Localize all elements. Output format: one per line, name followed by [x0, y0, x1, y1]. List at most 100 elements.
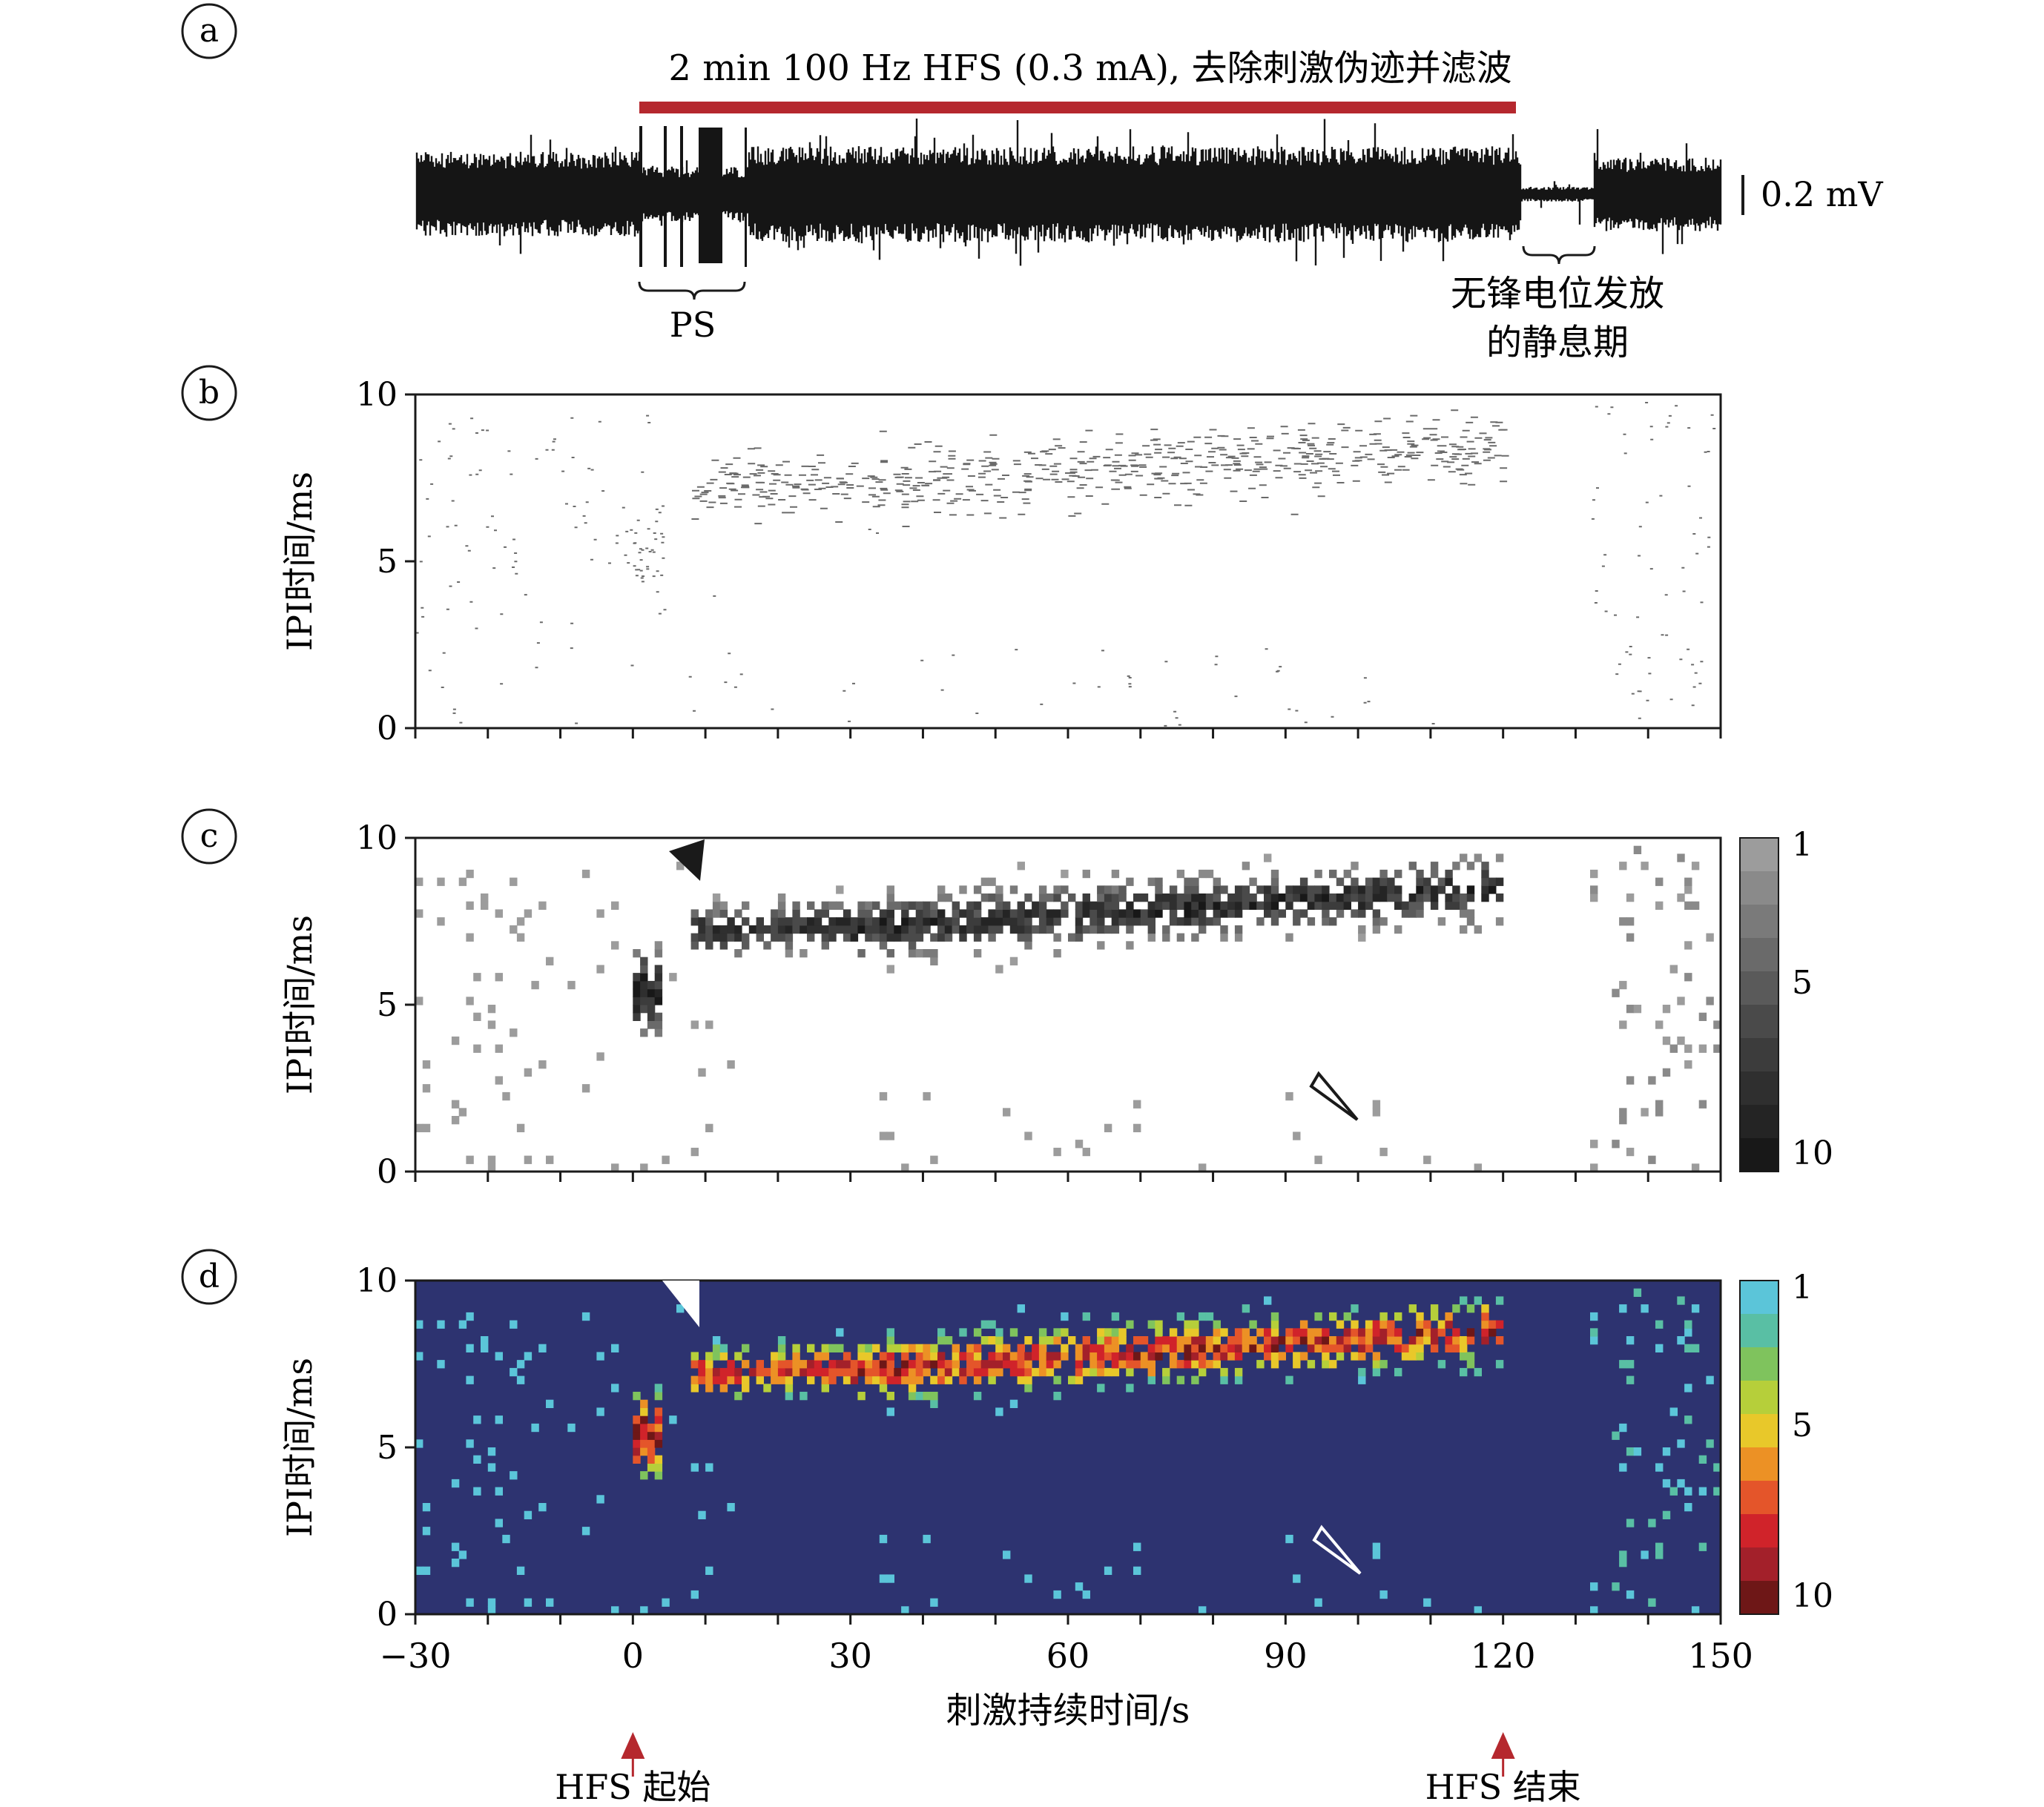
heatmap-cell [1155, 1320, 1163, 1329]
heatmap-cell [1336, 901, 1345, 910]
heatmap-cell [487, 1163, 496, 1172]
heatmap-cell [923, 1367, 931, 1377]
heatmap-cell [1590, 1336, 1598, 1345]
heatmap-cell [1053, 1360, 1061, 1369]
heatmap-cell [581, 1312, 590, 1321]
heatmap-cell [930, 1360, 938, 1369]
heatmap-cell [1155, 901, 1163, 910]
heatmap-cell [1351, 877, 1359, 886]
heatmap-cell [1140, 909, 1149, 918]
heatmap-cell [777, 901, 786, 910]
heatmap-cell [1191, 933, 1199, 942]
heatmap-cell [1684, 901, 1692, 910]
heatmap-cell [944, 1375, 953, 1384]
heatmap-cell [1466, 1304, 1475, 1313]
heatmap-cell [980, 1367, 989, 1377]
heatmap-cell [1003, 1108, 1011, 1117]
heatmap-cell [1430, 1304, 1439, 1313]
heatmap-cell [1684, 973, 1692, 982]
heatmap-cell [640, 1471, 648, 1480]
heatmap-cell [1437, 1328, 1446, 1337]
panel-b-axis: 0 5 10 [356, 376, 1722, 747]
heatmap-cell [742, 901, 750, 910]
heatmap-cell [1097, 893, 1105, 902]
heatmap-cell [1003, 1360, 1011, 1369]
heatmap-cell [944, 1336, 953, 1345]
heatmap-cell [1445, 1344, 1453, 1352]
heatmap-cell [1684, 1487, 1692, 1496]
heatmap-cell [1213, 893, 1221, 902]
heatmap-cell [1387, 1328, 1395, 1337]
heatmap-cell [1068, 933, 1076, 942]
heatmap-cell [1329, 1360, 1337, 1369]
heatmap-cell [640, 1415, 648, 1424]
heatmap-cell [1104, 925, 1112, 934]
heatmap-cell [777, 917, 786, 926]
heatmap-cell [800, 949, 808, 958]
heatmap-cell [1227, 901, 1236, 910]
heatmap-cell [901, 1344, 909, 1352]
heatmap-cell [836, 917, 844, 926]
heatmap-cell [923, 1091, 931, 1101]
heatmap-cell [821, 901, 829, 910]
heatmap-cell [640, 988, 648, 997]
heatmap-cell [466, 1598, 474, 1607]
heatmap-cell [1104, 893, 1112, 902]
panel-b-frame [414, 393, 1722, 730]
heatmap-cell [872, 933, 880, 942]
heatmap-cell [1460, 1336, 1468, 1345]
heatmap-cell [1249, 901, 1257, 910]
heatmap-cell [1351, 1352, 1359, 1361]
heatmap-cell [1024, 1384, 1032, 1393]
heatmap-cell [473, 973, 481, 982]
heatmap-cell [1038, 885, 1047, 894]
heatmap-cell [879, 909, 888, 918]
panel-c-marks [415, 845, 1721, 1172]
heatmap-cell [959, 1328, 967, 1337]
heatmap-cell [923, 901, 931, 910]
heatmap-cell [1314, 1344, 1322, 1352]
heatmap-cell [1460, 901, 1468, 910]
heatmap-cell [1075, 1344, 1084, 1352]
heatmap-cell [1205, 1336, 1214, 1345]
heatmap-cell [857, 909, 866, 918]
heatmap-cell [1270, 917, 1279, 926]
heatmap-cell [1460, 909, 1468, 918]
heatmap-cell [719, 1367, 728, 1377]
heatmap-cell [995, 965, 1003, 974]
heatmap-cell [640, 957, 648, 965]
heatmap-cell [1358, 909, 1366, 918]
heatmap-cell [1322, 901, 1330, 910]
y-tick-label: 5 [377, 986, 398, 1024]
heatmap-cell [654, 1392, 663, 1401]
heatmap-cell [1278, 1336, 1286, 1345]
heatmap-cell [894, 1375, 902, 1384]
heatmap-cell [1307, 1360, 1316, 1369]
heatmap-cell [988, 925, 996, 934]
heatmap-cell [734, 925, 742, 934]
heatmap-cell [437, 1360, 445, 1369]
heatmap-cell [1293, 893, 1301, 902]
heatmap-cell [719, 901, 728, 910]
heatmap-cell [995, 1367, 1003, 1377]
heatmap-cell [771, 1367, 779, 1377]
heatmap-cell [1024, 893, 1032, 902]
heatmap-cell [640, 1163, 648, 1172]
heatmap-cell [1351, 1320, 1359, 1329]
heatmap-cell [821, 1352, 829, 1361]
heatmap-cell [857, 1352, 866, 1361]
heatmap-cell [516, 1375, 525, 1384]
heatmap-cell [1655, 901, 1664, 910]
heatmap-cell [1162, 1336, 1170, 1345]
heatmap-cell [1299, 1352, 1308, 1361]
heatmap-cell [640, 1028, 648, 1037]
heatmap-cell [1176, 1375, 1185, 1384]
heatmap-cell [1213, 1336, 1221, 1345]
heatmap-cell [458, 1550, 467, 1559]
heatmap-cell [763, 1367, 771, 1377]
heatmap-cell [1082, 1147, 1090, 1157]
heatmap-cell [1662, 1005, 1671, 1014]
heatmap-cell [995, 901, 1003, 910]
heatmap-cell [1270, 1328, 1279, 1337]
